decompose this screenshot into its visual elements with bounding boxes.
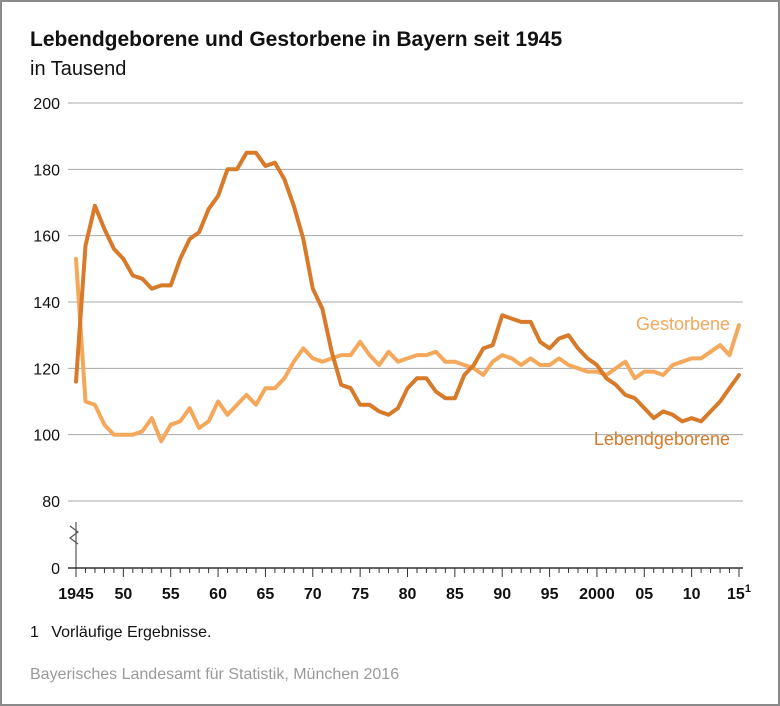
y-tick-label: 0 — [51, 561, 60, 578]
series-line-gestorbene — [74, 256, 741, 444]
line-chart: 0 80 100 120 140 160 180 200 1945 50 55 60 65 70 75 80… — [33, 96, 751, 603]
source-note: Bayerisches Landesamt für Statistik, Mün… — [30, 666, 400, 683]
x-tick-label: 60 — [209, 586, 227, 603]
x-axis: 1945 50 55 60 65 70 75 80 85 90 95 2000 05 10 151 — [58, 567, 751, 603]
footnote: 1 Vorläufige Ergebnisse. — [30, 624, 211, 642]
x-tick-label: 05 — [635, 586, 653, 603]
chart-title: Lebendgeborene und Gestorbene in Bayern … — [30, 28, 563, 51]
x-tick-label: 80 — [399, 586, 417, 603]
y-tick-label: 100 — [33, 428, 60, 445]
footnote-superscript: 1 — [745, 583, 751, 595]
legend: Gestorbene Lebendgeborene — [594, 314, 730, 449]
x-tick-label: 55 — [162, 586, 180, 603]
y-tick-label: 180 — [33, 162, 60, 179]
footnote-marker: 1 — [30, 624, 39, 641]
y-tick-label: 140 — [33, 295, 60, 312]
y-tick-label: 160 — [33, 229, 60, 246]
x-tick-label: 50 — [114, 586, 132, 603]
legend-label-lebendgeborene: Lebendgeborene — [594, 429, 730, 449]
series-lines — [74, 150, 741, 444]
x-tick-label: 1945 — [58, 586, 94, 603]
x-tick-label: 70 — [304, 586, 322, 603]
x-tick-label: 85 — [446, 586, 464, 603]
x-tick-label: 65 — [257, 586, 275, 603]
x-tick-label: 151 — [727, 583, 751, 603]
x-tick-label: 2000 — [579, 586, 615, 603]
y-axis-ticks: 0 80 100 120 140 160 180 200 — [33, 96, 60, 578]
footnote-text: Vorläufige Ergebnisse. — [51, 624, 212, 641]
y-tick-label: 80 — [42, 494, 60, 511]
y-tick-label: 200 — [33, 96, 60, 113]
series-line-lebendgeborene — [74, 150, 741, 424]
x-tick-label: 10 — [683, 586, 701, 603]
axis-break — [69, 522, 79, 568]
axis-break-zigzag — [69, 525, 79, 545]
y-tick-label: 120 — [33, 361, 60, 378]
x-tick-label: 75 — [351, 586, 369, 603]
chart-subtitle: in Tausend — [30, 58, 127, 80]
legend-label-gestorbene: Gestorbene — [636, 314, 730, 334]
x-tick-label: 95 — [541, 586, 559, 603]
x-tick-label: 90 — [493, 586, 511, 603]
